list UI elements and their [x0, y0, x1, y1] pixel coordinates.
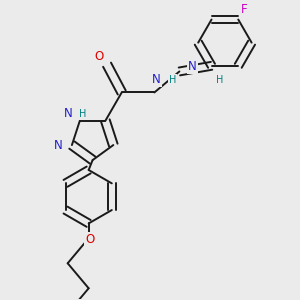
Text: H: H	[169, 75, 176, 85]
Text: O: O	[85, 233, 94, 246]
Text: F: F	[241, 3, 247, 16]
Text: N: N	[152, 73, 161, 86]
Text: N: N	[188, 60, 197, 73]
Text: O: O	[94, 50, 104, 63]
Text: N: N	[54, 139, 62, 152]
Text: N: N	[64, 107, 72, 120]
Text: H: H	[216, 75, 223, 85]
Text: H: H	[79, 109, 86, 119]
